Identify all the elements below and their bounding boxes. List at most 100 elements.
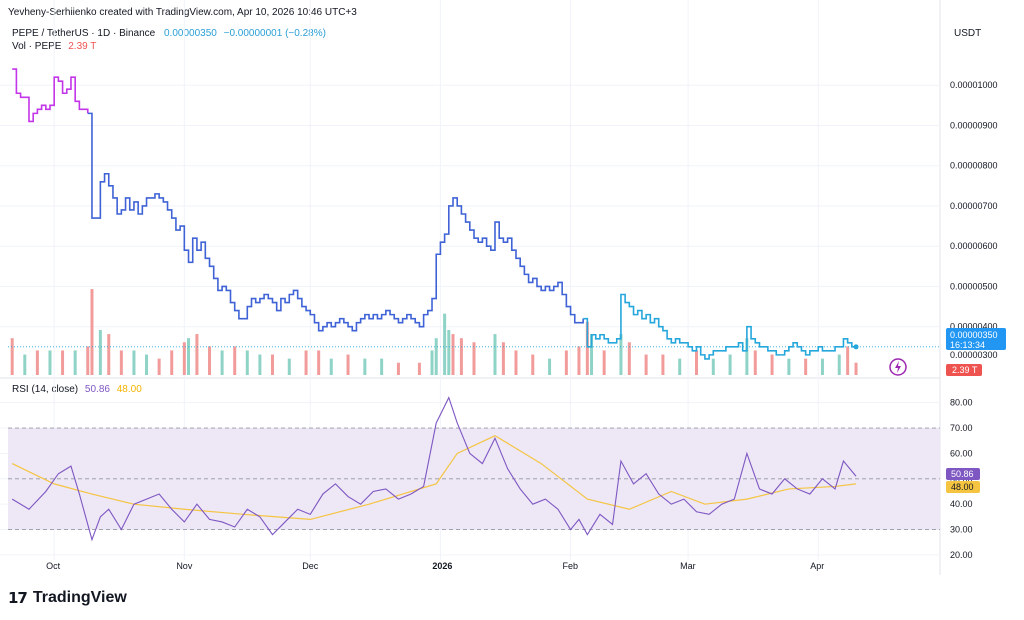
volume-bar: [548, 358, 552, 375]
volume-bar: [61, 350, 65, 375]
volume-bar: [854, 362, 858, 375]
volume-bar: [304, 350, 308, 375]
price-line-segment: [12, 68, 89, 123]
volume-bar: [363, 358, 367, 375]
rsi-value: 50.86: [84, 384, 110, 395]
axis-tags: 0.00000350 16:13:34 0.00000300 2.39 T 50…: [889, 328, 1006, 493]
volume-bar: [585, 321, 589, 375]
time-tick-label: Oct: [46, 561, 61, 571]
volume-bar: [35, 350, 39, 375]
rsi-tick-label: 40.00: [950, 499, 973, 509]
volume-bar: [451, 334, 455, 375]
volume-bar: [531, 354, 535, 375]
volume-bar: [728, 354, 732, 375]
volume-bar: [157, 358, 161, 375]
price-line-segment: [87, 112, 584, 332]
volume-bar: [753, 350, 757, 375]
last-price-dot: [853, 344, 859, 350]
volume-bar: [233, 346, 237, 375]
rsi-series: [11, 396, 857, 542]
volume-bar: [245, 350, 249, 375]
volume-bar: [270, 354, 274, 375]
rsi-tick-label: 20.00: [950, 550, 973, 560]
volume-legend: Vol · PEPE 2.39 T: [12, 41, 96, 52]
volume-bar: [661, 354, 665, 375]
rsi-label[interactable]: RSI (14, close): [12, 384, 79, 395]
volume-bar: [804, 358, 808, 375]
rsi-tick-label: 70.00: [950, 423, 973, 433]
volume-bar: [514, 350, 518, 375]
volume-bar: [459, 338, 463, 375]
time-tick-label: Mar: [680, 561, 696, 571]
volume-bar: [208, 346, 212, 375]
countdown-tag: 16:13:34: [950, 340, 985, 350]
rsi-legend: RSI (14, close) 50.86 48.00: [12, 384, 142, 395]
volume-bar: [820, 358, 824, 375]
volume-label[interactable]: Vol · PEPE: [12, 41, 62, 52]
vol-tag: [946, 364, 982, 376]
rsi-line: [11, 396, 857, 542]
volume-bar: [711, 358, 715, 375]
price-tick-label: 0.00000500: [950, 281, 998, 291]
price-tick-low: 0.00000300: [950, 350, 998, 360]
volume-bar: [220, 350, 224, 375]
volume-bar: [287, 358, 291, 375]
volume-bar: [182, 342, 186, 375]
volume-bar: [501, 342, 505, 375]
volume-bar: [770, 354, 774, 375]
volume-bar: [119, 350, 123, 375]
volume-bar: [590, 334, 594, 375]
time-tick-label: Apr: [810, 561, 824, 571]
volume-bar: [187, 338, 191, 375]
volume-bar: [317, 350, 321, 375]
price-tick-label: 0.00000700: [950, 201, 998, 211]
volume-bar: [447, 330, 451, 375]
tradingview-logo-icon: 17: [8, 589, 28, 607]
volume-value: 2.39 T: [68, 41, 97, 52]
volume-bar: [577, 346, 581, 375]
volume-bar: [258, 354, 262, 375]
rsi-ma-tag: [946, 481, 980, 493]
volume-bar: [564, 350, 568, 375]
volume-bar: [346, 354, 350, 375]
rsi-band: [8, 427, 940, 530]
volume-bar: [23, 354, 27, 375]
volume-bar: [170, 350, 174, 375]
price-unit: USDT: [954, 28, 982, 39]
volume-bar: [98, 330, 102, 375]
chart-credit: Yevheny-Serhiienko created with TradingV…: [8, 7, 357, 18]
rsi-tag-value: 50.86: [951, 469, 974, 479]
vol-tag-value: 2.39 T: [952, 365, 978, 375]
rsi-tick-label: 80.00: [950, 398, 973, 408]
volume-bar: [678, 358, 682, 375]
volume-bar: [396, 362, 400, 375]
price-tick-label: 0.00000400: [950, 322, 998, 332]
volume-bar: [380, 358, 384, 375]
price-tick-label: 0.00001000: [950, 80, 998, 90]
price-tick-label: 0.00000600: [950, 241, 998, 251]
volume-bar: [90, 289, 94, 375]
volume-bar: [430, 350, 434, 375]
time-tick-label: Feb: [563, 561, 579, 571]
rsi-tag: [946, 468, 980, 480]
volume-bar: [837, 354, 841, 375]
volume-bar: [195, 334, 199, 375]
volume-bar: [602, 350, 606, 375]
tradingview-brand[interactable]: 17 TradingView: [8, 589, 127, 607]
price-tag: [946, 328, 1006, 350]
lightning-glyph: [895, 361, 901, 373]
volume-bar: [107, 334, 111, 375]
volume-bar: [329, 358, 333, 375]
volume-bar: [417, 362, 421, 375]
volume-bar: [627, 342, 631, 375]
rsi-ma-tag-value: 48.00: [951, 482, 974, 492]
volume-bars: [10, 289, 858, 375]
volume-bar: [846, 346, 850, 375]
brand-name: TradingView: [32, 589, 127, 606]
volume-bar: [48, 350, 52, 375]
price-tick-label: 0.00000900: [950, 120, 998, 130]
price-series: [8, 68, 940, 360]
price-line-segment: [583, 293, 857, 360]
symbol-name[interactable]: PEPE / TetherUS · 1D · Binance: [12, 28, 156, 39]
